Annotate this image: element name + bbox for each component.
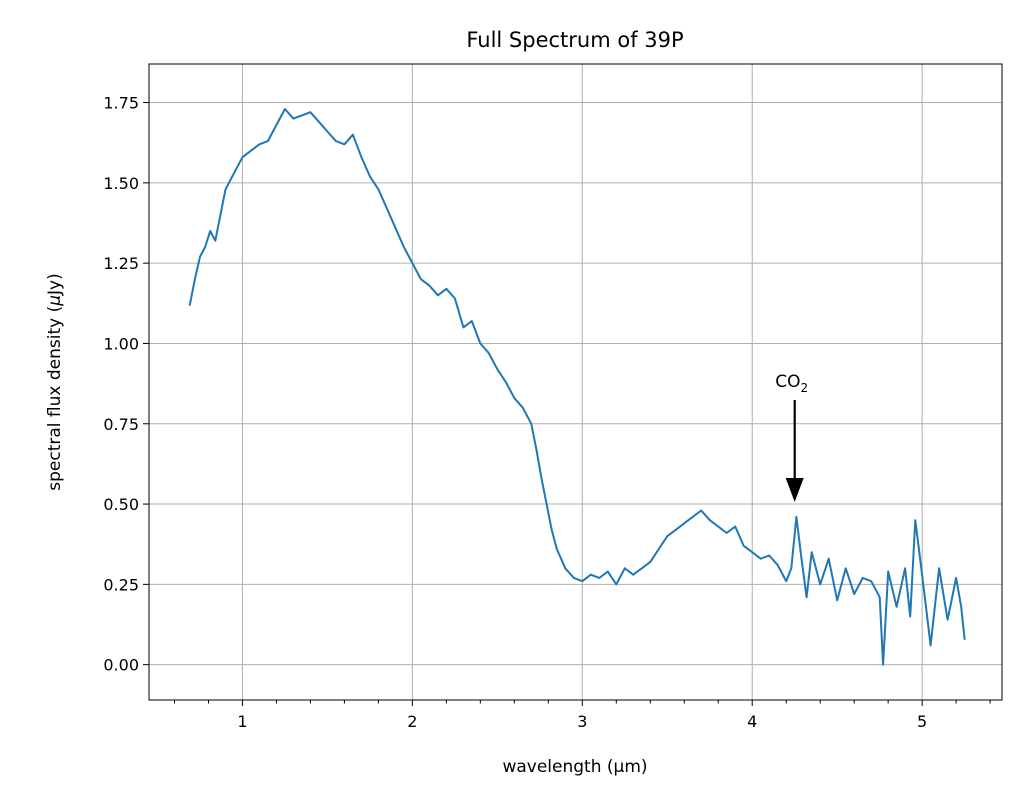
y-tick-label: 1.50 xyxy=(103,174,139,193)
x-tick-label: 1 xyxy=(237,712,247,731)
co2-annotation-subscript: 2 xyxy=(801,381,809,395)
co2-annotation: CO2 xyxy=(775,372,808,503)
x-axis-label: wavelength (µm) xyxy=(502,757,647,777)
x-tick-label: 5 xyxy=(917,712,927,731)
plot-frame xyxy=(148,63,1003,701)
y-axis-label-prefix: spectral flux density ( xyxy=(45,306,65,491)
x-tick-label: 3 xyxy=(577,712,587,731)
y-axis-ticks: 0.00 0.25 0.50 0.75 1.00 1.25 1.50 1.75 xyxy=(103,94,149,675)
co2-annotation-base: CO xyxy=(775,372,800,392)
y-axis-label-suffix: Jy) xyxy=(45,273,65,296)
chart-title: Full Spectrum of 39P xyxy=(466,28,683,52)
y-tick-label: 1.25 xyxy=(103,254,139,273)
y-tick-label: 0.75 xyxy=(103,415,139,434)
x-tick-label: 2 xyxy=(407,712,417,731)
y-tick-label: 1.75 xyxy=(103,94,139,113)
y-axis-label: spectral flux density (μJy) xyxy=(45,273,65,491)
plot-area xyxy=(149,64,1002,700)
y-tick-label: 0.00 xyxy=(103,656,139,675)
spectrum-line xyxy=(188,108,966,666)
y-tick-label: 1.00 xyxy=(103,334,139,353)
grid-lines xyxy=(149,64,1002,700)
x-tick-label: 4 xyxy=(747,712,757,731)
y-tick-label: 0.50 xyxy=(103,495,139,514)
y-axis-label-mu: μ xyxy=(45,295,65,307)
y-tick-label: 0.25 xyxy=(103,575,139,594)
co2-annotation-label: CO2 xyxy=(775,372,808,395)
x-axis-ticks: 1 2 3 4 5 xyxy=(173,700,991,731)
co2-annotation-arrow-head xyxy=(785,478,804,503)
